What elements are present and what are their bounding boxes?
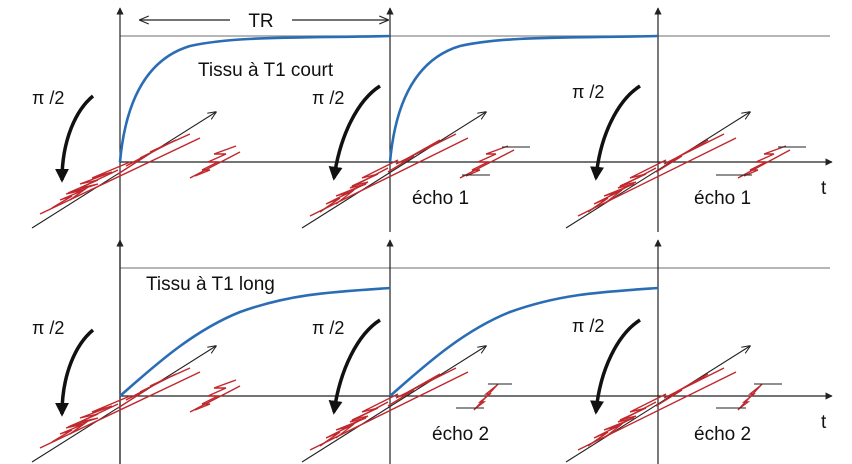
- pulse-arrow-6: [590, 318, 641, 415]
- tissue-label-long: Tissu à T1 long: [146, 274, 275, 295]
- echo-signal-bottom-1: [189, 379, 241, 413]
- pulse-arrow-1: [55, 94, 95, 183]
- echo-signal-top-1: [189, 145, 241, 179]
- echo-signal-bottom-3: [716, 383, 782, 411]
- pulse-label-4: π /2: [32, 318, 64, 338]
- fid-signal-4: [39, 367, 201, 449]
- recovery-curve-short-2: [388, 34, 659, 163]
- pulse-arrow-5: [328, 318, 381, 415]
- tr-dimension: TR: [140, 11, 388, 32]
- fid-signal-5: [309, 367, 469, 451]
- perspective-axis-2: [301, 112, 486, 229]
- fid-signal-2: [309, 133, 469, 217]
- echo-signal-top-3: [716, 145, 806, 179]
- echo-signal-bottom-2: [456, 383, 512, 411]
- tissue-label-short: Tissu à T1 court: [198, 60, 334, 81]
- pulse-label-1: π /2: [32, 88, 64, 108]
- pulse-label-3: π /2: [572, 82, 604, 102]
- echo-label-bottom-2: écho 2: [694, 424, 751, 445]
- pulse-label-6: π /2: [572, 316, 604, 336]
- pulse-arrow-4: [55, 328, 95, 417]
- time-axis-label-bottom: t: [821, 412, 827, 433]
- pulse-arrow-2: [328, 84, 381, 181]
- echo-label-bottom-1: écho 2: [432, 424, 489, 445]
- bottom-panel: t Tissu à T1 long π /2 π /2 π /2: [31, 239, 833, 464]
- echo-label-top-1: écho 1: [412, 188, 469, 209]
- recovery-curve-long-2: [389, 286, 659, 397]
- perspective-axis-5: [301, 346, 486, 463]
- fid-signal-1: [39, 133, 201, 215]
- fid-signal-6: [577, 367, 737, 451]
- echo-label-top-2: écho 1: [694, 188, 751, 209]
- pulse-label-5: π /2: [312, 318, 344, 338]
- recovery-curve-long-1: [119, 286, 391, 397]
- pulse-label-2: π /2: [312, 88, 344, 108]
- pulse-arrow-3: [590, 84, 641, 181]
- fid-signal-3: [577, 133, 737, 217]
- echo-signal-top-2: [459, 145, 530, 179]
- top-panel: TR t Tissu à T1 court π /2 π /2 π /2: [31, 7, 833, 464]
- tr-label: TR: [248, 11, 273, 32]
- recovery-curve-short-1: [118, 34, 391, 163]
- time-axis-label-top: t: [821, 178, 827, 199]
